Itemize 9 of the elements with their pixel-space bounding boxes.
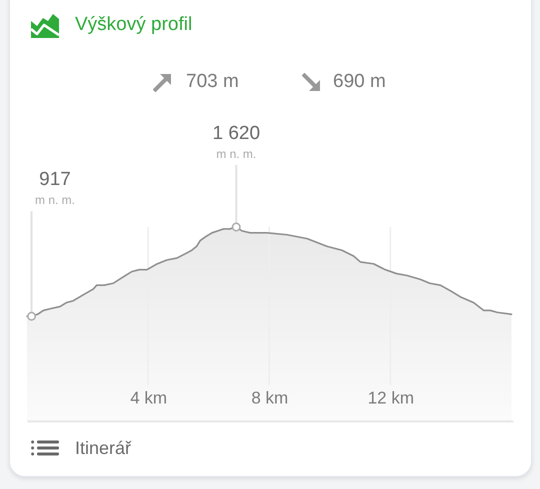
x-tick-label: 4 km xyxy=(130,388,168,408)
annotation: 917 m n. m. xyxy=(34,169,76,208)
x-tick-label: 8 km xyxy=(251,388,288,408)
chart-title: Výškový profil xyxy=(75,14,192,36)
x-tick-label: 12 km xyxy=(368,388,414,408)
text: 703 m xyxy=(186,71,239,93)
text: 690 m xyxy=(333,71,386,93)
annotation: 1 620 m n. m. xyxy=(212,123,260,161)
text: Itinerář xyxy=(75,437,132,459)
